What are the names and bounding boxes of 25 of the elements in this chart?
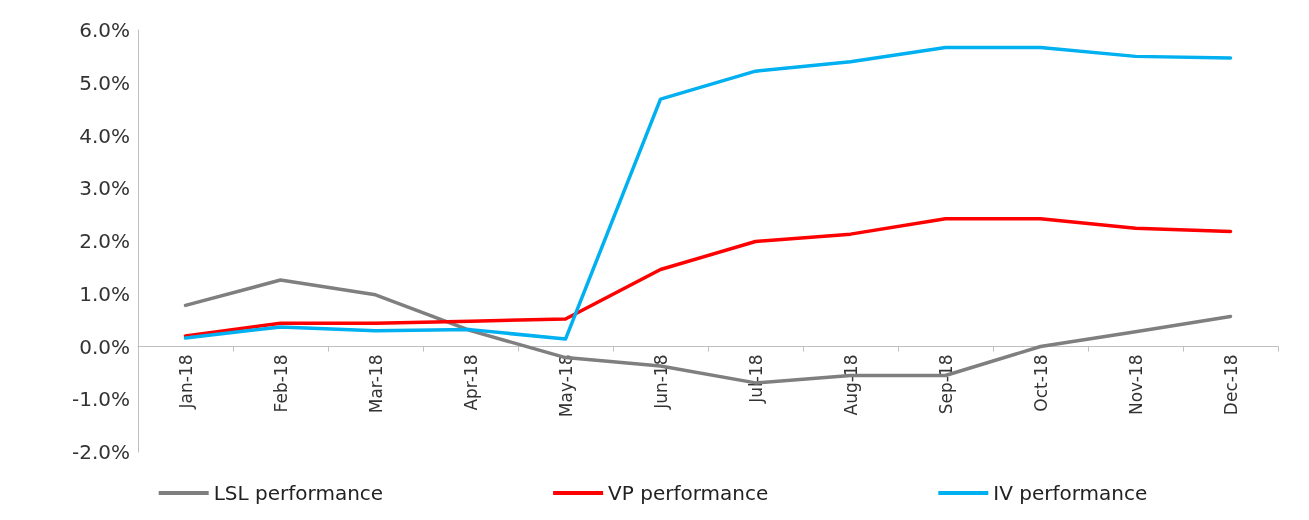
line-series	[183, 217, 1233, 338]
legend-label: IV performance	[993, 481, 1148, 505]
x-tick-label: Mar-18	[365, 354, 386, 414]
y-tick-label: -1.0%	[71, 387, 130, 412]
x-tick-label: Sep-18	[935, 354, 956, 415]
x-tick-label: Apr-18	[460, 354, 481, 411]
y-tick-label: -2.0%	[71, 440, 130, 464]
legend-label: VP performance	[608, 481, 769, 505]
x-tick-label: Dec-18	[1220, 354, 1241, 416]
y-tick-label: 6.0%	[79, 18, 130, 42]
y-tick-label: 4.0%	[79, 123, 130, 148]
line-series	[183, 45, 1233, 341]
x-tick-label: Jun-18	[650, 354, 671, 410]
x-tick-label: Jan-18	[175, 354, 196, 410]
y-tick-label: 0.0%	[79, 334, 130, 359]
y-tick-label: 3.0%	[79, 176, 130, 201]
x-tick-label: Oct-18	[1030, 354, 1051, 412]
x-tick-label: Aug-18	[840, 354, 861, 416]
y-tick-label: 5.0%	[79, 70, 130, 95]
x-tick-label: Nov-18	[1125, 354, 1146, 415]
x-tick-label: Feb-18	[270, 354, 291, 413]
legend-label: LSL performance	[213, 481, 384, 505]
x-tick-label: Jul-18	[745, 354, 766, 404]
y-tick-label: 1.0%	[79, 281, 130, 306]
y-tick-label: 2.0%	[79, 229, 130, 253]
